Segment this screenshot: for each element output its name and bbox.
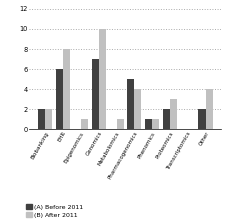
Legend: (A) Before 2011, (B) After 2011: (A) Before 2011, (B) After 2011 (26, 204, 83, 218)
Bar (63, 49, 70, 129)
Bar (91, 59, 98, 129)
Bar (169, 99, 176, 129)
Bar (205, 89, 212, 129)
Bar (45, 109, 52, 129)
Bar (38, 109, 45, 129)
Bar (81, 119, 88, 129)
Bar (127, 79, 134, 129)
Bar (198, 109, 205, 129)
Bar (116, 119, 123, 129)
Bar (56, 69, 63, 129)
Bar (162, 109, 169, 129)
Bar (98, 29, 105, 129)
Bar (151, 119, 159, 129)
Bar (134, 89, 141, 129)
Bar (144, 119, 151, 129)
